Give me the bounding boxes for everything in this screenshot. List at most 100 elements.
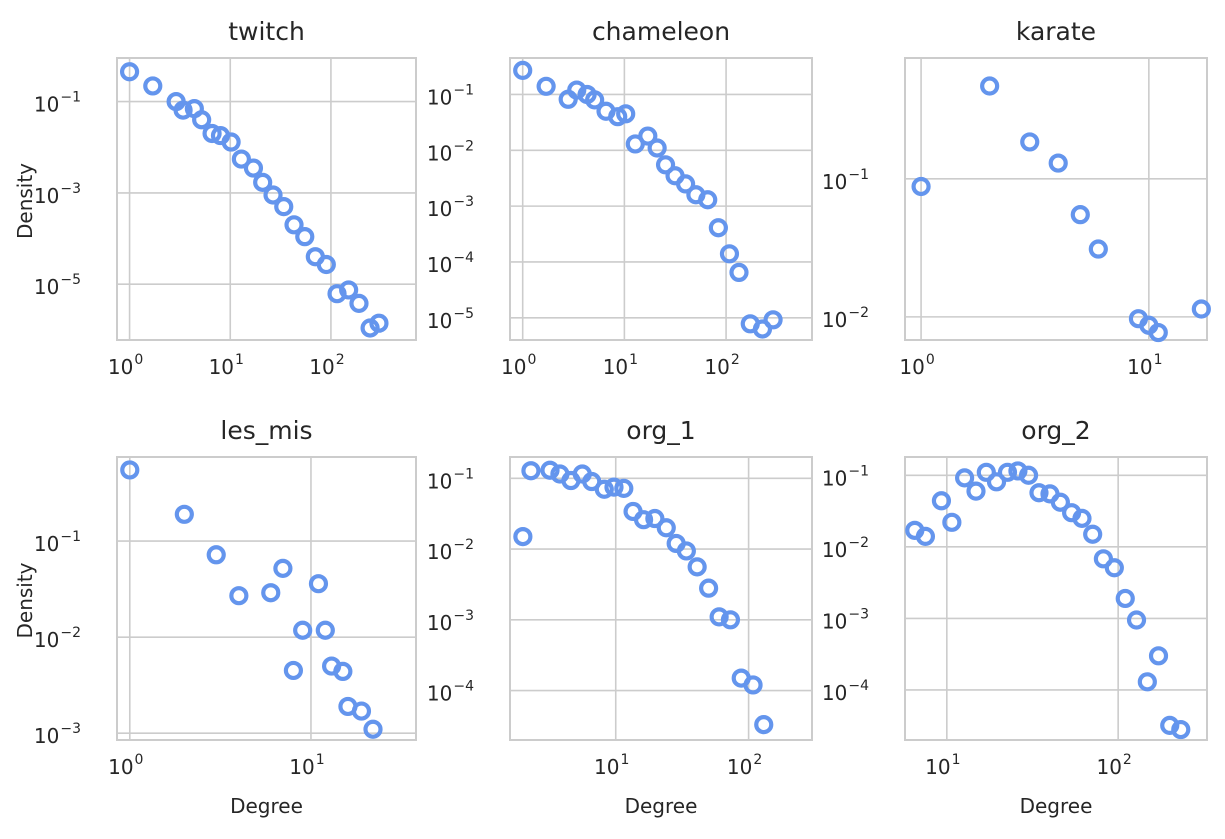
data-point (351, 701, 372, 721)
subplot-title: les_mis (220, 416, 312, 445)
data-point (604, 477, 624, 497)
data-point (645, 508, 665, 529)
data-point (1070, 205, 1090, 225)
x-tick-label: 100 (108, 752, 143, 779)
data-point (369, 313, 389, 333)
y-tick-label: 10−1 (34, 529, 81, 556)
data-point (709, 607, 729, 627)
subplot-twitch: 100 101 102 10−1 10−3 10−5 twitch Density (13, 17, 417, 379)
data-point (253, 172, 273, 192)
data-point (316, 254, 336, 275)
data-point (687, 557, 707, 577)
y-axis-label: Density (13, 562, 37, 638)
x-tick-label: 101 (289, 752, 324, 779)
x-tick-label: 100 (108, 352, 143, 379)
data-point (273, 558, 293, 578)
subplot-title: org_2 (1021, 416, 1090, 445)
data-point (656, 518, 676, 538)
x-tick-label: 102 (1096, 752, 1131, 779)
data-point (638, 126, 658, 146)
plot-area (904, 57, 1208, 341)
data-point (206, 545, 226, 565)
x-tick-label: 101 (925, 752, 960, 779)
data-point (585, 90, 605, 110)
data-point (931, 491, 952, 511)
data-point (676, 541, 696, 561)
x-tick-label: 102 (309, 352, 344, 379)
data-point (1020, 132, 1040, 152)
data-point (119, 62, 140, 82)
data-point (676, 174, 696, 194)
plot-area (509, 57, 813, 341)
data-point (293, 620, 313, 640)
y-tick-label: 10−1 (34, 90, 81, 117)
y-tick-label: 10−2 (34, 625, 81, 652)
y-tick-label: 10−3 (427, 608, 474, 635)
data-point (915, 526, 936, 546)
data-point (647, 138, 667, 158)
data-point (743, 675, 763, 695)
data-point (614, 478, 634, 498)
y-tick-label: 10−2 (822, 535, 869, 562)
data-point (980, 76, 1000, 96)
y-tick-label: 10−2 (427, 138, 474, 165)
data-point (229, 586, 249, 606)
x-tick-label: 101 (1127, 352, 1162, 379)
data-point (567, 80, 587, 100)
y-tick-label: 10−3 (34, 181, 81, 208)
data-point (708, 218, 728, 238)
x-tick-label: 101 (594, 752, 629, 779)
data-point (616, 104, 636, 124)
y-tick-label: 10−4 (822, 678, 869, 705)
data-point (283, 660, 304, 681)
data-point (1148, 646, 1169, 666)
data-point (655, 155, 676, 175)
data-point (729, 262, 749, 282)
y-axis-label: Density (13, 163, 37, 239)
subplot-chameleon: 100 101 102 10−1 10−2 10−3 10−4 10−5 chameleon (427, 17, 813, 379)
subplot-les_mis: 100 101 10−1 10−2 10−3 les_mis Degree Density (13, 416, 417, 818)
y-tick-label: 10−3 (822, 606, 869, 633)
data-point (1126, 610, 1147, 630)
data-point (1050, 492, 1070, 512)
data-point (263, 185, 283, 205)
data-point (521, 461, 541, 481)
plot-area (509, 456, 813, 741)
data-point (295, 227, 315, 247)
y-tick-label: 10−4 (427, 679, 474, 706)
data-point (754, 715, 774, 735)
x-tick-label: 102 (727, 752, 762, 779)
y-tick-label: 10−1 (427, 466, 474, 493)
data-point (1029, 483, 1049, 503)
data-point (349, 293, 369, 313)
data-point (699, 578, 719, 598)
data-point (173, 100, 193, 120)
y-tick-label: 10−3 (34, 721, 81, 748)
x-tick-label: 102 (704, 352, 739, 379)
data-point (315, 620, 335, 640)
subplot-title: karate (1016, 17, 1096, 46)
data-point (120, 460, 140, 480)
data-point (243, 158, 264, 178)
subplot-title: org_1 (626, 416, 695, 445)
y-tick-label: 10−3 (427, 194, 474, 221)
data-point (976, 462, 996, 482)
x-tick-label: 100 (501, 352, 536, 379)
data-point (720, 610, 741, 630)
data-point (143, 76, 163, 96)
x-tick-label: 101 (209, 352, 244, 379)
y-tick-label: 10−2 (822, 305, 869, 332)
subplot-org_1: 101 102 10−1 10−2 10−3 10−4 org_1 Degree (427, 416, 813, 818)
x-axis-label: Degree (625, 794, 698, 818)
data-point (911, 176, 931, 197)
y-tick-label: 10−4 (427, 250, 474, 277)
subplot-karate: 100 101 10−1 10−2 karate (822, 17, 1211, 379)
data-point (274, 197, 294, 217)
x-tick-label: 100 (899, 352, 934, 379)
subplot-org_2: 101 102 10−1 10−2 10−3 10−4 org_2 Degree (822, 416, 1208, 818)
x-axis-label: Degree (230, 794, 303, 818)
data-point (763, 310, 783, 330)
data-point (261, 583, 281, 603)
data-point (986, 472, 1007, 492)
